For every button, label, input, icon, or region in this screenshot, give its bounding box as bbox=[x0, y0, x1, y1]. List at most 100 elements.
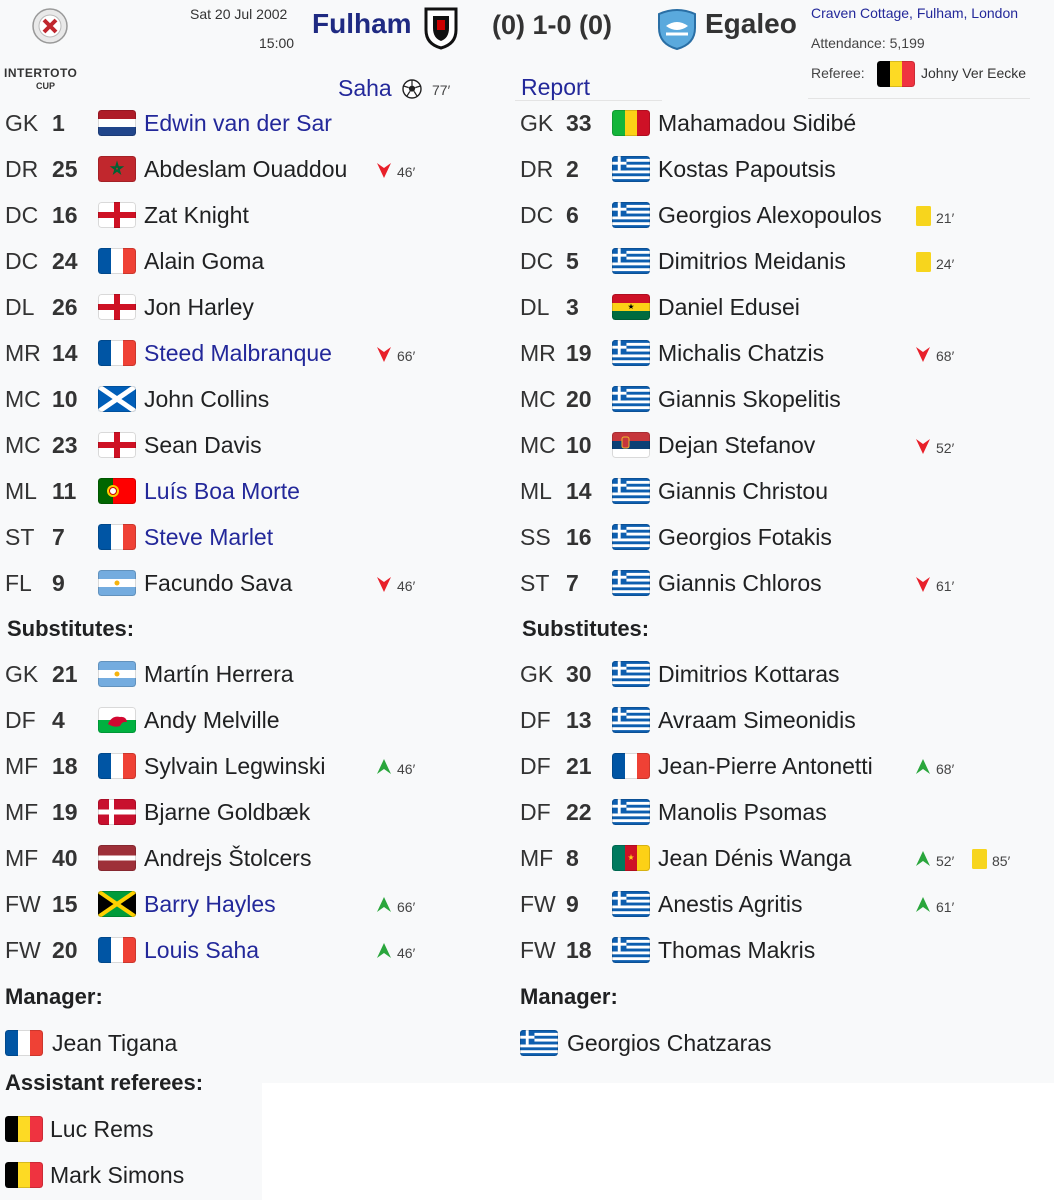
flag bbox=[612, 891, 650, 917]
player-name[interactable]: Steve Marlet bbox=[144, 524, 274, 550]
flag bbox=[98, 524, 136, 550]
report-link[interactable]: Report bbox=[521, 74, 591, 100]
flag bbox=[98, 294, 136, 320]
flag bbox=[98, 156, 136, 182]
position: MF bbox=[5, 753, 39, 779]
shirt-number: 16 bbox=[52, 202, 78, 228]
flag bbox=[612, 248, 650, 274]
player-name: Manolis Psomas bbox=[658, 799, 827, 825]
shirt-number: 8 bbox=[566, 845, 579, 871]
flag bbox=[520, 1030, 558, 1056]
event-minute: 52′ bbox=[936, 440, 955, 456]
player-name[interactable]: Barry Hayles bbox=[144, 891, 276, 917]
shirt-number: 22 bbox=[566, 799, 592, 825]
flag bbox=[612, 386, 650, 412]
event-minute: 85′ bbox=[992, 853, 1011, 869]
position: DC bbox=[520, 202, 554, 228]
position: DF bbox=[520, 753, 551, 779]
shirt-number: 14 bbox=[566, 478, 592, 504]
position: DL bbox=[5, 294, 35, 320]
flag bbox=[612, 753, 650, 779]
player-name: Dejan Stefanov bbox=[658, 432, 816, 458]
player-name: Giannis Chloros bbox=[658, 570, 822, 596]
section-label: Assistant referees: bbox=[5, 1070, 204, 1095]
player-name: Sean Davis bbox=[144, 432, 262, 458]
position: MR bbox=[5, 340, 41, 366]
home-team[interactable]: Fulham bbox=[312, 8, 412, 39]
yellow-card-icon bbox=[972, 849, 987, 869]
shirt-number: 10 bbox=[52, 386, 78, 412]
sub-on-icon bbox=[377, 759, 391, 774]
position: FL bbox=[5, 570, 32, 596]
position: MC bbox=[5, 386, 41, 412]
position: GK bbox=[5, 661, 39, 687]
player-name: Andy Melville bbox=[144, 707, 280, 733]
venue[interactable]: Craven Cottage, Fulham, London bbox=[811, 5, 1019, 21]
shirt-number: 26 bbox=[52, 294, 78, 320]
flag bbox=[98, 891, 136, 917]
shirt-number: 9 bbox=[566, 891, 579, 917]
position: GK bbox=[520, 110, 554, 136]
player-name: Giannis Christou bbox=[658, 478, 829, 504]
flag bbox=[612, 845, 650, 871]
player-name[interactable]: Steed Malbranque bbox=[144, 340, 332, 366]
sub-on-icon bbox=[916, 851, 930, 866]
score: (0) 1-0 (0) bbox=[492, 10, 613, 40]
shirt-number: 19 bbox=[52, 799, 78, 825]
flag bbox=[98, 845, 136, 871]
sub-on-icon bbox=[377, 943, 391, 958]
position: DF bbox=[520, 707, 551, 733]
goal-scorer[interactable]: Saha bbox=[338, 75, 392, 101]
event-minute: 66′ bbox=[397, 899, 416, 915]
position: DL bbox=[520, 294, 550, 320]
player-name[interactable]: Louis Saha bbox=[144, 937, 260, 963]
flag bbox=[98, 937, 136, 963]
shirt-number: 9 bbox=[52, 570, 65, 596]
player-name: Abdeslam Ouaddou bbox=[144, 156, 348, 182]
position: MC bbox=[520, 432, 556, 458]
event-minute: 52′ bbox=[936, 853, 955, 869]
position: ML bbox=[5, 478, 37, 504]
position: DC bbox=[5, 202, 39, 228]
position: MR bbox=[520, 340, 556, 366]
player-name: Jean-Pierre Antonetti bbox=[658, 753, 873, 779]
sub-on-icon bbox=[916, 759, 930, 774]
shirt-number: 6 bbox=[566, 202, 579, 228]
shirt-number: 7 bbox=[566, 570, 579, 596]
shirt-number: 4 bbox=[52, 707, 65, 733]
shirt-number: 13 bbox=[566, 707, 592, 733]
event-minute: 21′ bbox=[936, 210, 955, 226]
event-minute: 61′ bbox=[936, 899, 955, 915]
lineup-panel bbox=[0, 0, 1054, 1083]
away-crest bbox=[658, 9, 696, 50]
goal-minute: 77′ bbox=[432, 82, 451, 98]
player-name[interactable]: Luís Boa Morte bbox=[144, 478, 300, 504]
player-name: Mahamadou Sidibé bbox=[658, 110, 857, 136]
competition-name: INTERTOTO bbox=[4, 66, 78, 80]
position: GK bbox=[5, 110, 39, 136]
flag bbox=[98, 110, 136, 136]
position: MF bbox=[520, 845, 554, 871]
player-name[interactable]: Edwin van der Sar bbox=[144, 110, 332, 136]
event-minute: 46′ bbox=[397, 578, 416, 594]
player-name: Georgios Alexopoulos bbox=[658, 202, 882, 228]
event-minute: 68′ bbox=[936, 761, 955, 777]
shirt-number: 7 bbox=[52, 524, 65, 550]
flag bbox=[5, 1030, 43, 1056]
flag bbox=[877, 61, 915, 87]
position: SS bbox=[520, 524, 551, 550]
shirt-number: 11 bbox=[52, 478, 77, 504]
flag bbox=[612, 707, 650, 733]
flag bbox=[98, 432, 136, 458]
flag bbox=[612, 937, 650, 963]
manager-name: Georgios Chatzaras bbox=[567, 1030, 772, 1056]
away-team: Egaleo bbox=[705, 8, 797, 39]
shirt-number: 18 bbox=[566, 937, 592, 963]
flag bbox=[612, 478, 650, 504]
report-rule bbox=[515, 100, 662, 101]
shirt-number: 15 bbox=[52, 891, 78, 917]
position: FW bbox=[520, 937, 556, 963]
position: DC bbox=[520, 248, 554, 274]
shirt-number: 16 bbox=[566, 524, 592, 550]
event-minute: 46′ bbox=[397, 945, 416, 961]
